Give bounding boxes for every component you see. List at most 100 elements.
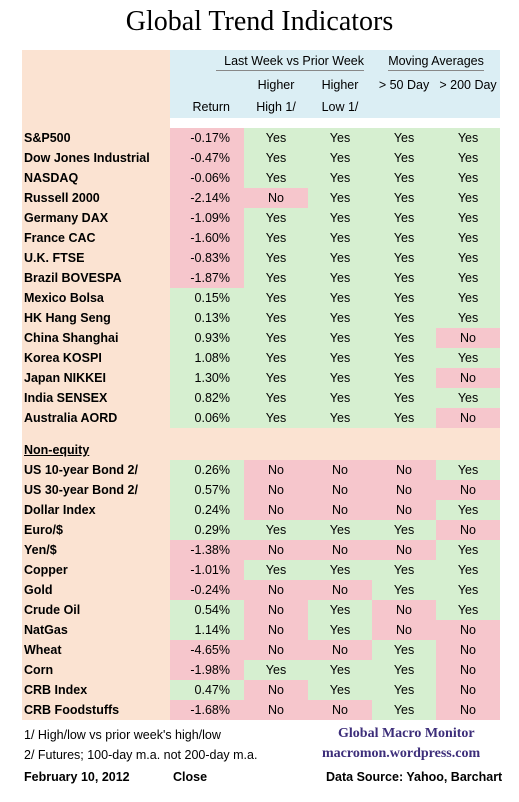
return-cell: -1.09% <box>170 208 244 228</box>
hh-cell: No <box>244 580 308 600</box>
hh-cell: No <box>244 500 308 520</box>
row-name: Brazil BOVESPA <box>22 268 170 288</box>
ma50-cell: Yes <box>372 268 437 288</box>
ma200-cell: Yes <box>436 348 501 368</box>
ma50-cell: Yes <box>372 640 437 660</box>
footnote-2: 2/ Futures; 100-day m.a. not 200-day m.a… <box>24 748 258 762</box>
ma50-cell: Yes <box>372 408 437 428</box>
ma50-cell: Yes <box>372 308 437 328</box>
hl-cell: No <box>308 580 373 600</box>
hl-cell: Yes <box>308 620 373 640</box>
return-cell: 0.13% <box>170 308 244 328</box>
table-row: Copper -1.01% Yes Yes Yes Yes <box>22 560 501 580</box>
row-name: Australia AORD <box>22 408 170 428</box>
ma200-cell: No <box>436 368 501 388</box>
return-cell: -1.60% <box>170 228 244 248</box>
header-ma50: > 50 Day <box>372 74 437 96</box>
row-name: NASDAQ <box>22 168 170 188</box>
return-cell: -0.24% <box>170 580 244 600</box>
hl-cell: Yes <box>308 560 373 580</box>
hl-cell: Yes <box>308 680 373 700</box>
header-higher-low-top: Higher <box>308 74 373 96</box>
return-cell: 0.24% <box>170 500 244 520</box>
hl-cell: Yes <box>308 328 373 348</box>
return-cell: 0.26% <box>170 460 244 480</box>
ma50-cell: Yes <box>372 388 437 408</box>
ma50-cell: No <box>372 500 437 520</box>
spacer-row <box>22 428 501 440</box>
row-name: France CAC <box>22 228 170 248</box>
table-row: China Shanghai 0.93% Yes Yes Yes No <box>22 328 501 348</box>
hl-cell: Yes <box>308 168 373 188</box>
row-name: Wheat <box>22 640 170 660</box>
ma200-cell: Yes <box>436 128 501 148</box>
hh-cell: Yes <box>244 128 308 148</box>
ma50-cell: Yes <box>372 368 437 388</box>
brand-url[interactable]: macromon.wordpress.com <box>322 746 481 761</box>
table-row: Russell 2000 -2.14% No Yes Yes Yes <box>22 188 501 208</box>
hh-cell: Yes <box>244 328 308 348</box>
ma50-cell: Yes <box>372 168 437 188</box>
header-blank <box>22 50 170 74</box>
hh-cell: Yes <box>244 268 308 288</box>
return-cell: 0.54% <box>170 600 244 620</box>
ma200-cell: Yes <box>436 500 501 520</box>
ma200-cell: No <box>436 640 501 660</box>
hl-cell: Yes <box>308 208 373 228</box>
ma50-cell: No <box>372 620 437 640</box>
hh-cell: Yes <box>244 660 308 680</box>
return-cell: 1.30% <box>170 368 244 388</box>
section-header-row: Non-equity <box>22 440 501 460</box>
return-cell: 0.93% <box>170 328 244 348</box>
hl-cell: No <box>308 540 373 560</box>
hl-cell: Yes <box>308 408 373 428</box>
ma50-cell: No <box>372 460 437 480</box>
ma200-cell: Yes <box>436 600 501 620</box>
return-cell: 0.47% <box>170 680 244 700</box>
table-row: Korea KOSPI 1.08% Yes Yes Yes Yes <box>22 348 501 368</box>
hh-cell: No <box>244 640 308 660</box>
hh-cell: No <box>244 620 308 640</box>
table-row: Yen/$ -1.38% No No No Yes <box>22 540 501 560</box>
hl-cell: Yes <box>308 660 373 680</box>
hl-cell: No <box>308 460 373 480</box>
header-return: Return <box>170 96 244 118</box>
row-name: U.K. FTSE <box>22 248 170 268</box>
table-row: S&P500 -0.17% Yes Yes Yes Yes <box>22 128 501 148</box>
hl-cell: Yes <box>308 368 373 388</box>
ma50-cell: Yes <box>372 128 437 148</box>
data-source: Data Source: Yahoo, Barchart <box>326 770 503 784</box>
ma200-cell: No <box>436 408 501 428</box>
ma200-cell: No <box>436 680 501 700</box>
hh-cell: Yes <box>244 520 308 540</box>
hh-cell: Yes <box>244 560 308 580</box>
header-higher-high-bottom: High 1/ <box>244 96 308 118</box>
hl-cell: Yes <box>308 388 373 408</box>
ma50-cell: Yes <box>372 188 437 208</box>
row-name: Yen/$ <box>22 540 170 560</box>
ma200-cell: Yes <box>436 148 501 168</box>
table-row: US 10-year Bond 2/0.26% No No No Yes <box>22 460 501 480</box>
ma50-cell: Yes <box>372 288 437 308</box>
return-cell: -1.98% <box>170 660 244 680</box>
header-higher-low-bottom: Low 1/ <box>308 96 373 118</box>
return-cell: 0.15% <box>170 288 244 308</box>
return-cell: -0.47% <box>170 148 244 168</box>
return-cell: 0.57% <box>170 480 244 500</box>
table-row: Brazil BOVESPA -1.87% Yes Yes Yes Yes <box>22 268 501 288</box>
ma50-cell: Yes <box>372 660 437 680</box>
row-name: Russell 2000 <box>22 188 170 208</box>
table-row: Dow Jones Industrial -0.47% Yes Yes Yes Yes <box>22 148 501 168</box>
row-name: Dow Jones Industrial <box>22 148 170 168</box>
hh-cell: No <box>244 680 308 700</box>
ma200-cell: No <box>436 700 501 720</box>
table-row: Gold -0.24% No No Yes Yes <box>22 580 501 600</box>
section-label: Non-equity <box>22 440 170 460</box>
row-name: CRB Foodstuffs <box>22 700 170 720</box>
table-row: Japan NIKKEI 1.30% Yes Yes Yes No <box>22 368 501 388</box>
hh-cell: Yes <box>244 308 308 328</box>
ma200-cell: No <box>436 328 501 348</box>
return-cell: -0.83% <box>170 248 244 268</box>
row-name: NatGas <box>22 620 170 640</box>
table-row: India SENSEX 0.82% Yes Yes Yes Yes <box>22 388 501 408</box>
